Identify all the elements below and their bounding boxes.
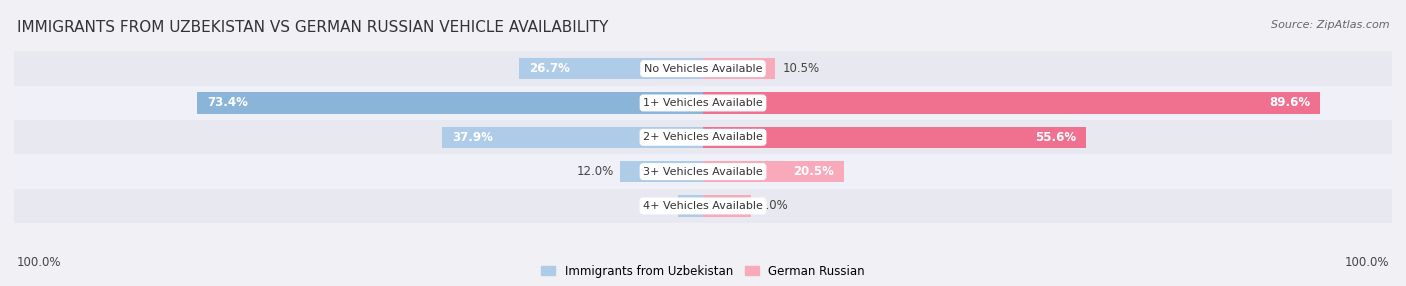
Bar <box>14 51 1392 86</box>
Text: 100.0%: 100.0% <box>17 256 62 269</box>
Bar <box>620 161 703 182</box>
Text: IMMIGRANTS FROM UZBEKISTAN VS GERMAN RUSSIAN VEHICLE AVAILABILITY: IMMIGRANTS FROM UZBEKISTAN VS GERMAN RUS… <box>17 20 609 35</box>
Text: 1+ Vehicles Available: 1+ Vehicles Available <box>643 98 763 108</box>
Text: 12.0%: 12.0% <box>576 165 613 178</box>
Bar <box>441 127 703 148</box>
Legend: Immigrants from Uzbekistan, German Russian: Immigrants from Uzbekistan, German Russi… <box>536 260 870 282</box>
Bar <box>703 92 1320 114</box>
Text: Source: ZipAtlas.com: Source: ZipAtlas.com <box>1271 20 1389 30</box>
Bar <box>14 154 1392 189</box>
Bar <box>678 195 703 217</box>
Bar <box>703 195 751 217</box>
Text: 100.0%: 100.0% <box>1344 256 1389 269</box>
Text: 26.7%: 26.7% <box>530 62 571 75</box>
Text: 3.6%: 3.6% <box>641 199 671 212</box>
Text: 73.4%: 73.4% <box>208 96 249 110</box>
Text: 4+ Vehicles Available: 4+ Vehicles Available <box>643 201 763 211</box>
Text: 2+ Vehicles Available: 2+ Vehicles Available <box>643 132 763 142</box>
Text: 20.5%: 20.5% <box>793 165 834 178</box>
Bar <box>703 161 844 182</box>
Bar <box>703 58 775 79</box>
Text: No Vehicles Available: No Vehicles Available <box>644 64 762 74</box>
Text: 10.5%: 10.5% <box>782 62 820 75</box>
Bar <box>14 189 1392 223</box>
Bar <box>703 127 1085 148</box>
Bar <box>14 86 1392 120</box>
Bar <box>519 58 703 79</box>
Bar <box>197 92 703 114</box>
Text: 7.0%: 7.0% <box>758 199 787 212</box>
Text: 37.9%: 37.9% <box>453 131 494 144</box>
Bar <box>14 120 1392 154</box>
Text: 3+ Vehicles Available: 3+ Vehicles Available <box>643 167 763 176</box>
Text: 89.6%: 89.6% <box>1268 96 1310 110</box>
Text: 55.6%: 55.6% <box>1035 131 1076 144</box>
